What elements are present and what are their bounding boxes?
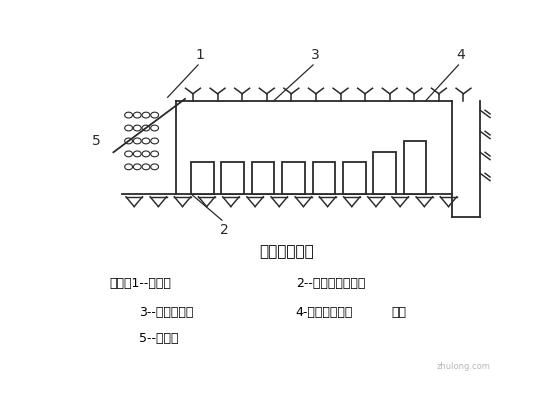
Text: 5--导爆索: 5--导爆索 [139, 332, 179, 345]
Text: 3: 3 [311, 48, 320, 62]
Bar [282, 162, 305, 194]
Bar [343, 162, 366, 194]
Text: 2: 2 [220, 223, 228, 237]
Bar [252, 162, 274, 194]
Bar [404, 141, 426, 194]
Text: 3--正常装药量: 3--正常装药量 [139, 306, 194, 319]
Text: 4: 4 [456, 48, 465, 62]
Text: 药量: 药量 [391, 306, 406, 319]
Text: 5: 5 [92, 134, 100, 148]
Text: 4-底部增强装药: 4-底部增强装药 [296, 306, 353, 319]
Text: zhulong.com: zhulong.com [437, 362, 491, 370]
Text: 1: 1 [196, 48, 204, 62]
Bar [191, 162, 214, 194]
Bar [374, 152, 396, 194]
Text: 间隔装药结构: 间隔装药结构 [260, 244, 314, 260]
Text: 图中：1--堵塞段: 图中：1--堵塞段 [109, 277, 171, 290]
Bar [312, 162, 335, 194]
Bar [221, 162, 244, 194]
Text: 2--顶部减弱装药段: 2--顶部减弱装药段 [296, 277, 365, 290]
